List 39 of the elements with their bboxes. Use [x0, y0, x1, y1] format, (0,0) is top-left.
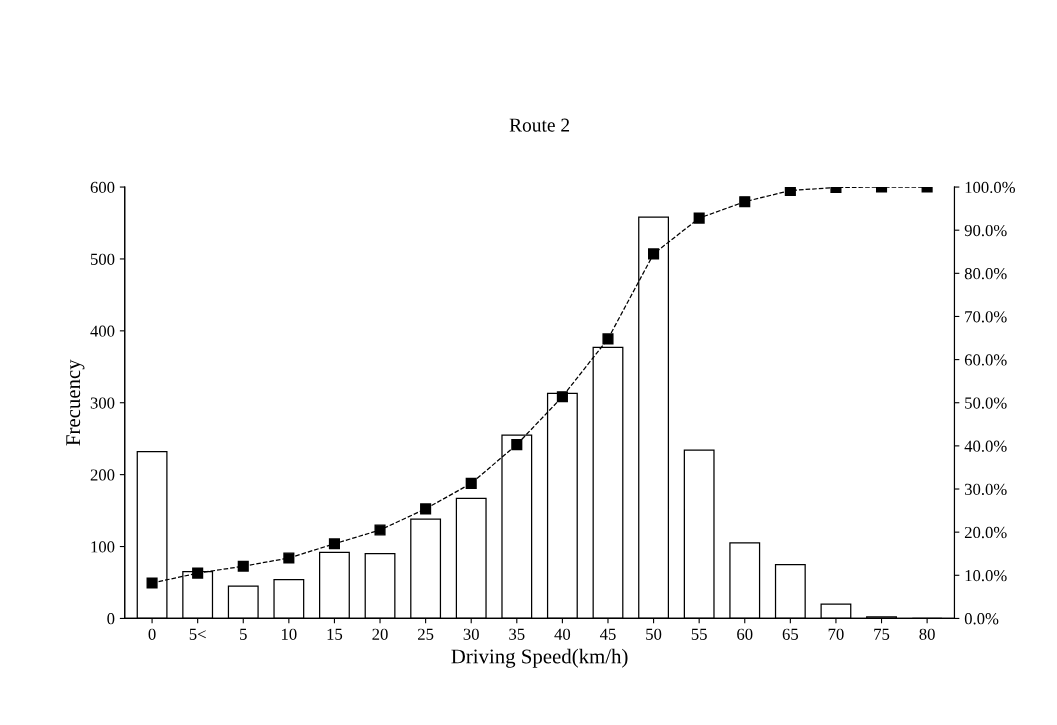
x-tick-label: 10 — [281, 628, 297, 640]
y2-tick-label: 10.0% — [965, 569, 1007, 582]
y2-tick-label: 70.0% — [965, 311, 1007, 323]
x-tick-label: 25 — [418, 628, 434, 640]
y-tick-label: 400 — [90, 325, 115, 337]
x-tick-label: 20 — [372, 628, 388, 640]
y-tick-label: 200 — [90, 469, 115, 481]
x-tick-label: 55 — [691, 628, 707, 640]
x-tick-label: 0 — [148, 628, 156, 640]
x-tick-label: 40 — [554, 628, 571, 640]
x-tick-label: 65 — [782, 628, 799, 640]
x-tick-label: 75 — [874, 628, 890, 640]
x-tick-label: 35 — [509, 628, 525, 640]
y-tick-label: 600 — [90, 181, 115, 193]
y2-tick-label: 80.0% — [964, 268, 1007, 280]
x-tick-label: 45 — [599, 628, 616, 640]
y2-tick-label: 100.0% — [965, 181, 1016, 194]
x-tick-label: 5 — [240, 628, 247, 640]
y-axis-title: Frecuency — [66, 359, 85, 446]
x-tick-label: 5< — [189, 628, 206, 640]
y2-tick-label: 0.0% — [964, 613, 999, 625]
y2-tick-label: 90.0% — [964, 224, 1007, 237]
chart-title: Route 2 — [509, 118, 570, 132]
x-tick-label: 70 — [828, 628, 844, 640]
y2-tick-label: 40.0% — [964, 440, 1007, 452]
y-tick-label: 0 — [107, 613, 115, 625]
y2-tick-label: 50.0% — [965, 397, 1007, 409]
y2-tick-label: 30.0% — [964, 483, 1007, 496]
y-tick-label: 100 — [91, 541, 115, 553]
y-tick-label: 500 — [90, 253, 115, 265]
x-tick-label: 60 — [737, 628, 753, 640]
x-tick-label: 50 — [646, 628, 662, 640]
y-tick-label: 300 — [90, 397, 115, 409]
y2-tick-label: 60.0% — [964, 354, 1007, 366]
x-tick-label: 15 — [327, 628, 343, 640]
y2-tick-label: 20.0% — [964, 526, 1007, 539]
x-axis-title: Driving Speed(km/h) — [451, 648, 628, 668]
x-tick-label: 30 — [463, 628, 479, 640]
x-tick-label: 80 — [919, 628, 935, 640]
